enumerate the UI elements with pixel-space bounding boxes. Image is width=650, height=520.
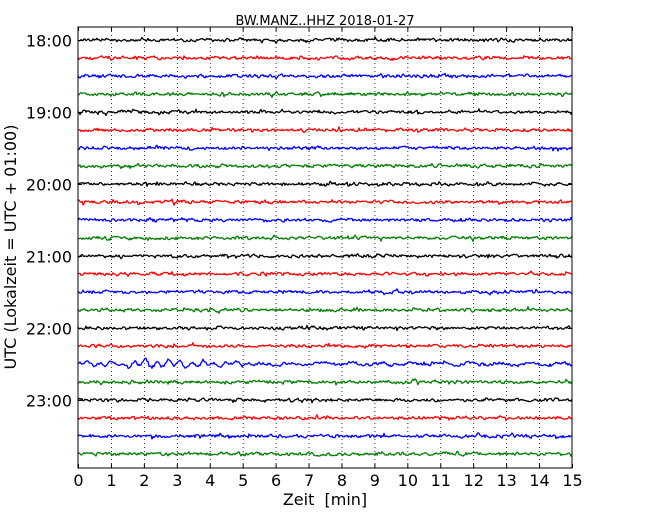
x-tick-label: 14	[529, 471, 549, 490]
axes: 0 1 2 3 4 5 6 7 8 9 10 11 12 13 14 1518:0019:0020:0021:…	[26, 27, 583, 490]
seismic-trace	[77, 198, 573, 206]
x-tick-label: 8	[337, 471, 347, 490]
y-tick-label: 22:00	[26, 320, 72, 339]
y-tick-label: 21:00	[26, 248, 72, 267]
x-tick-label: 13	[496, 471, 516, 490]
x-tick-label: 15	[562, 471, 582, 490]
traces	[77, 36, 573, 457]
grid	[111, 27, 540, 468]
seismic-trace	[77, 234, 573, 243]
seismic-trace	[77, 144, 573, 152]
seismic-trace	[77, 180, 573, 187]
seismic-trace	[77, 72, 573, 80]
x-tick-label: 10	[398, 471, 418, 490]
x-tick-label: 4	[205, 471, 215, 490]
seismic-trace	[77, 357, 573, 369]
seismic-trace	[77, 108, 573, 117]
seismic-trace	[77, 414, 573, 422]
y-tick-label: 19:00	[26, 104, 72, 123]
seismic-trace	[77, 397, 573, 404]
seismic-trace	[77, 306, 573, 314]
seismic-trace	[77, 288, 573, 296]
seismic-trace	[77, 36, 573, 45]
x-tick-label: 2	[139, 471, 149, 490]
seismic-trace	[77, 162, 573, 170]
seismic-trace	[77, 253, 573, 260]
y-axis-label: UTC (Lokalzeit = UTC + 01:00)	[1, 125, 20, 370]
y-tick-label: 18:00	[26, 32, 72, 51]
x-tick-label: 6	[271, 471, 281, 490]
seismic-trace	[77, 342, 573, 349]
seismic-trace	[77, 55, 573, 61]
x-tick-label: 7	[304, 471, 314, 490]
x-axis-label: Zeit [min]	[283, 490, 367, 509]
seismic-trace	[77, 450, 573, 457]
seismic-trace	[77, 91, 573, 98]
seismic-trace	[77, 270, 573, 277]
seismic-trace	[77, 324, 573, 332]
seismic-trace	[77, 378, 573, 386]
y-tick-label: 20:00	[26, 176, 72, 195]
plot-frame	[77, 26, 573, 469]
x-tick-label: 0	[73, 471, 83, 490]
x-tick-label: 1	[106, 471, 116, 490]
x-tick-label: 3	[172, 471, 182, 490]
x-tick-label: 5	[238, 471, 248, 490]
seismic-trace	[77, 432, 573, 440]
x-tick-label: 9	[370, 471, 380, 490]
seismic-trace	[77, 126, 573, 133]
x-tick-label: 11	[431, 471, 451, 490]
seismic-trace	[77, 216, 573, 223]
y-tick-label: 23:00	[26, 392, 72, 411]
chart-title: BW.MANZ..HHZ 2018-01-27	[235, 14, 414, 29]
x-tick-label: 12	[464, 471, 484, 490]
